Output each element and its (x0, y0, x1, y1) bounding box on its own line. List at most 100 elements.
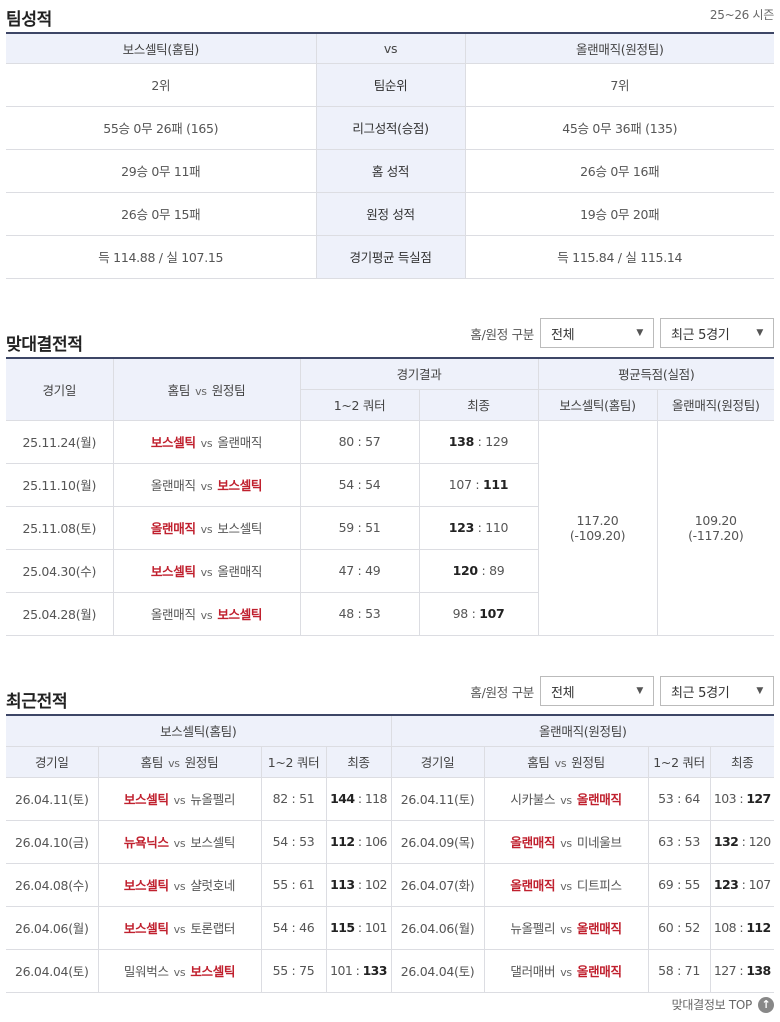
away-team[interactable]: 보스셀틱 (217, 521, 263, 536)
table-row: 25.11.24(월) 보스셀틱 vs 올랜매직 80 : 57 138 : 129 117… (6, 419, 774, 636)
home-team[interactable]: 뉴욕닉스 (123, 835, 169, 850)
vs-label: vs (200, 609, 213, 622)
home-team[interactable]: 밀워벅스 (123, 964, 169, 979)
home-team[interactable]: 올랜매직 (150, 521, 196, 536)
teams-cell: 보스셀틱 vs 올랜매직 (112, 419, 301, 464)
avg-home-cell: 117.20 (-109.20) (537, 419, 658, 636)
away-team[interactable]: 올랜매직 (217, 564, 263, 579)
vs-label: vs (168, 757, 180, 770)
arrow-up-icon: ↑ (758, 996, 774, 1013)
vs-label: vs (554, 757, 567, 770)
recent-table: 보스셀틱(홈팀) 올랜매직(원정팀) 경기일 홈팀 vs 원정팀 1~2 쿼터 최종 경기일 홈… (6, 714, 774, 993)
away-team[interactable]: 올랜매직 (217, 435, 263, 450)
home-team[interactable]: 올랜매직 (510, 878, 556, 893)
away-team[interactable]: 보스셀틱 (190, 835, 236, 850)
game-date: 26.04.04(토) (6, 948, 99, 993)
filter-label: 홈/원정 구분 (470, 684, 534, 700)
away-label: 원정팀 (184, 755, 219, 770)
q12-score: 53 : 64 (647, 776, 711, 821)
stat-row: 득 114.88 / 실 107.15 경기평균 득실점 득 115.84 / 실 … (6, 234, 774, 279)
q12-score: 82 : 51 (260, 776, 327, 821)
select-value: 최근 5경기 (671, 327, 730, 343)
game-date: 25.11.24(월) (6, 419, 114, 464)
caret-down-icon: ▼ (756, 328, 763, 338)
vs-label: vs (200, 566, 213, 579)
away-team[interactable]: 뉴올펠리 (190, 792, 236, 807)
teams-cell: 올랜매직 vs 미네울브 (483, 819, 649, 864)
q12-header: 1~2 쿼터 (300, 388, 420, 421)
final-header: 최종 (418, 388, 539, 421)
teams-cell: 뉴욕닉스 vs 보스셀틱 (97, 819, 262, 864)
final-score: 115 : 101 (325, 905, 392, 950)
home-value: 26승 0무 15패 (6, 191, 317, 236)
avg-home-loss: (-109.20) (569, 527, 626, 543)
away-team[interactable]: 보스셀틱 (217, 478, 263, 493)
away-score: 110 (485, 520, 509, 535)
home-label: 홈팀 (527, 755, 550, 770)
vs-label: vs (173, 923, 186, 936)
away-label: 원정팀 (571, 755, 605, 770)
game-date: 25.11.08(토) (6, 505, 114, 550)
home-team[interactable]: 올랜매직 (510, 835, 556, 850)
home-team[interactable]: 올랜매직 (150, 607, 196, 622)
home-team[interactable]: 보스셀틱 (150, 564, 196, 579)
select-value: 전체 (551, 327, 575, 343)
final-score: 107 : 111 (418, 462, 538, 507)
home-score: 115 (330, 920, 355, 935)
away-team[interactable]: 보스셀틱 (217, 607, 263, 622)
q12-score: 69 : 55 (647, 862, 711, 907)
home-team-header: 보스셀틱(홈팀) (6, 32, 317, 64)
away-team[interactable]: 올랜매직 (576, 964, 622, 979)
team-stats-title: 팀성적 (6, 10, 53, 30)
away-team[interactable]: 토론랩터 (190, 921, 236, 936)
away-team[interactable]: 디트피스 (576, 878, 622, 893)
table-row: 26.04.04(토) 밀워벅스 vs 보스셀틱 55 : 75 101 : 133 26.… (6, 948, 774, 993)
away-score: 112 (746, 920, 771, 935)
h2h-table: 경기일 홈팀 vs 원정팀 경기결과 평균득점(실점) 1~2 쿼터 최종 보스셀틱(홈팀) 올… (6, 357, 774, 636)
final-score: 127 : 138 (709, 948, 774, 993)
home-score: 120 (452, 563, 479, 578)
home-value: 55승 0무 26패 (165) (6, 105, 317, 150)
away-team[interactable]: 미네울브 (576, 835, 622, 850)
date-header: 경기일 (6, 745, 99, 778)
home-team[interactable]: 보스셀틱 (123, 921, 169, 936)
home-team[interactable]: 보스셀틱 (150, 435, 196, 450)
home-team[interactable]: 시카불스 (510, 792, 556, 807)
away-score: 118 (364, 791, 388, 806)
away-team[interactable]: 올랜매직 (576, 921, 622, 936)
q12-header: 1~2 쿼터 (260, 745, 327, 778)
away-team[interactable]: 보스셀틱 (190, 964, 236, 979)
teams-cell: 보스셀틱 vs 토론랩터 (97, 905, 262, 950)
avg-away-header: 올랜매직(원정팀) (656, 388, 774, 421)
away-score: 138 (746, 963, 771, 978)
q12-score: 54 : 54 (299, 462, 420, 507)
away-value: 득 115.84 / 실 115.14 (464, 234, 774, 279)
away-team[interactable]: 올랜매직 (576, 792, 622, 807)
stat-row: 29승 0무 11패 홈 성적 26승 0무 16패 (6, 148, 774, 193)
q12-score: 58 : 71 (647, 948, 711, 993)
top-button[interactable]: 맞대결정보 TOP ↑ (672, 996, 774, 1013)
home-score: 138 (448, 434, 475, 449)
date-header: 경기일 (6, 357, 114, 421)
home-away-select[interactable]: 전체 ▼ (540, 676, 654, 706)
q12-score: 55 : 75 (260, 948, 327, 993)
home-team[interactable]: 올랜매직 (150, 478, 196, 493)
range-select[interactable]: 최근 5경기 ▼ (660, 676, 774, 706)
stat-label: 팀순위 (315, 62, 466, 107)
game-date: 25.04.28(월) (6, 591, 114, 636)
away-team[interactable]: 샬럿호네 (190, 878, 236, 893)
teams-cell: 올랜매직 vs 보스셀틱 (112, 591, 301, 636)
home-team[interactable]: 보스셀틱 (123, 878, 169, 893)
table-row: 25.04.30(수) 보스셀틱 vs 올랜매직 47 : 49 120 : 89 (6, 548, 774, 593)
home-team[interactable]: 뉴올펠리 (510, 921, 556, 936)
home-team[interactable]: 댈러매버 (510, 964, 556, 979)
recent-title: 최근전적 (6, 692, 68, 712)
away-value: 45승 0무 36패 (135) (464, 105, 774, 150)
home-team[interactable]: 보스셀틱 (123, 792, 169, 807)
home-away-select[interactable]: 전체 ▼ (540, 318, 654, 348)
home-value: 득 114.88 / 실 107.15 (6, 234, 317, 279)
final-score: 108 : 112 (709, 905, 774, 950)
range-select[interactable]: 최근 5경기 ▼ (660, 318, 774, 348)
vs-label: vs (200, 437, 213, 450)
game-date: 26.04.11(토) (390, 776, 485, 821)
